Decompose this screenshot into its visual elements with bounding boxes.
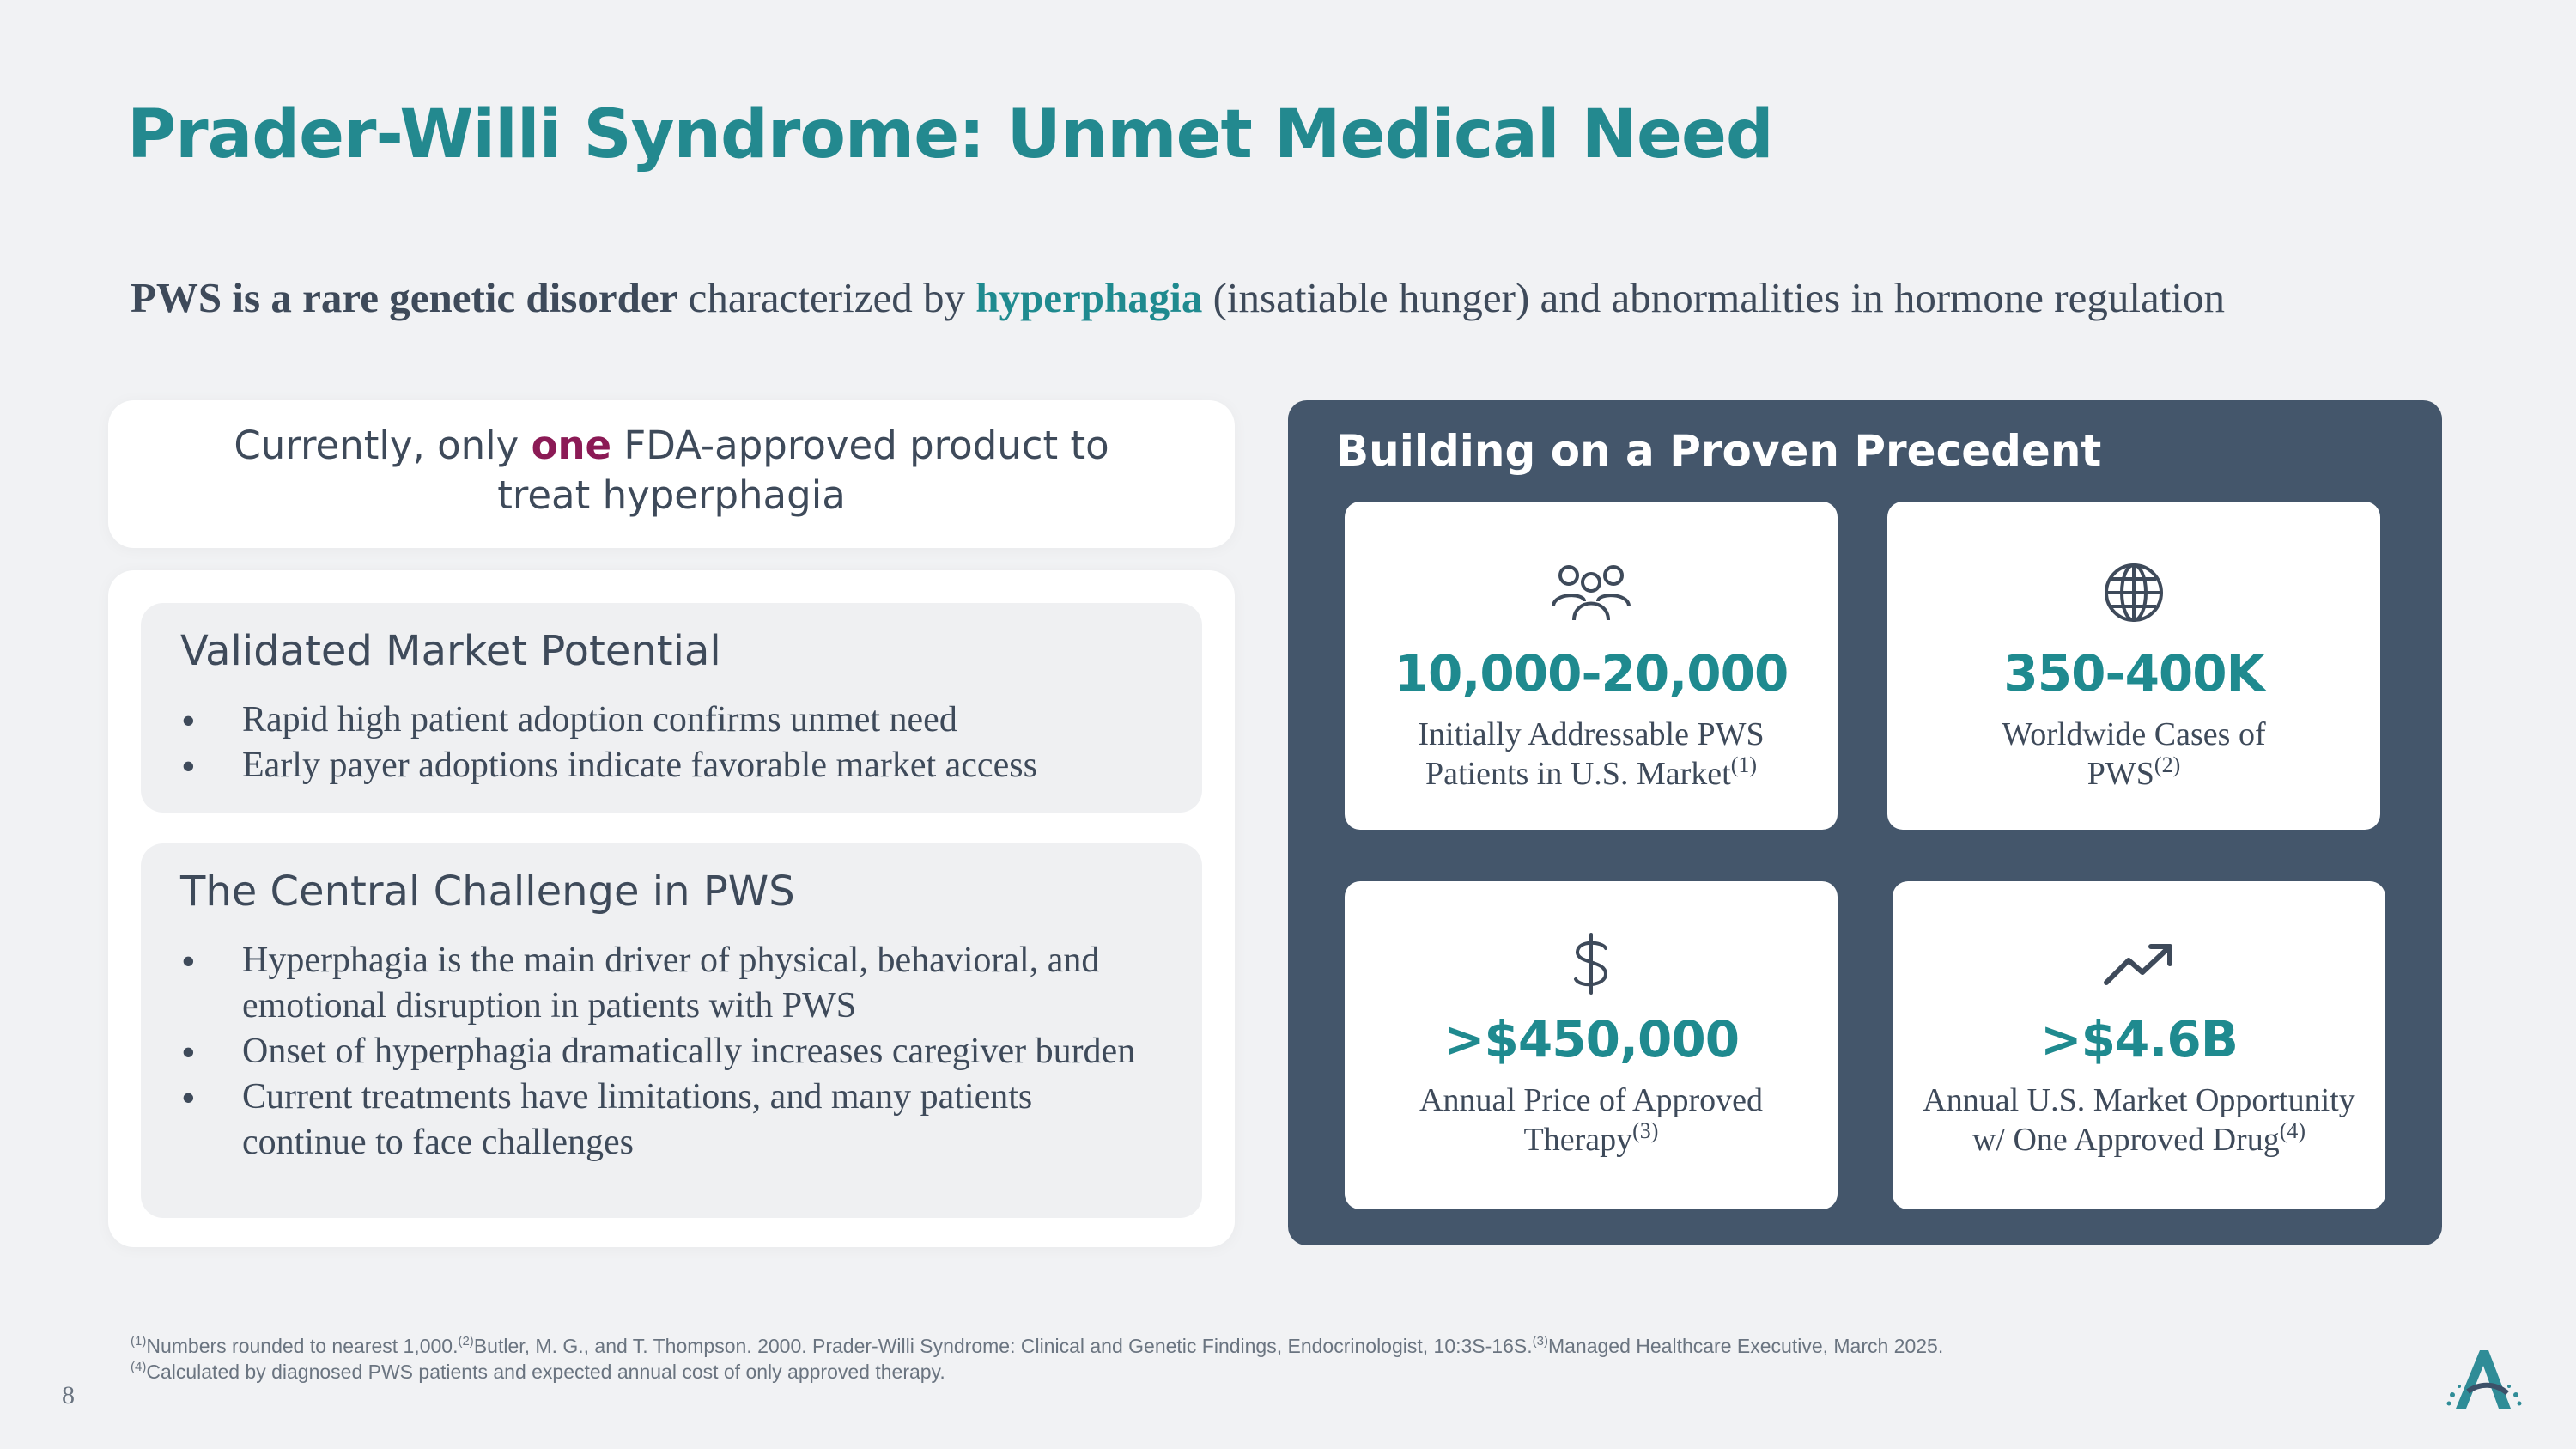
stat-value: >$450,000 [1443,1010,1740,1068]
stat-label: Annual U.S. Market Opportunity w/ One App… [1923,1082,2355,1158]
precedent-title: Building on a Proven Precedent [1336,426,2102,476]
fda-emphasis: one [531,423,612,468]
central-challenge-box: The Central Challenge in PWS Hyperphagia… [141,843,1202,1218]
stat-label: Annual Price of Approved Therapy(3) [1419,1082,1763,1158]
subtitle-lead: PWS is a rare genetic disorder [131,274,678,321]
stat-card-market-opportunity: >$4.6B Annual U.S. Market Opportunity w/ … [1893,881,2385,1209]
page-title: Prader-Willi Syndrome: Unmet Medical Nee… [127,96,1774,174]
stat-label: Worldwide Cases of PWS(2) [2002,716,2266,792]
subtitle-highlight: hyperphagia [975,274,1203,321]
trend-up-icon [2104,944,2172,985]
market-overview-card: Validated Market Potential Rapid high pa… [108,570,1235,1247]
stat-card-worldwide-cases: 350-400K Worldwide Cases of PWS(2) [1887,502,2380,830]
stat-card-annual-price: >$450,000 Annual Price of Approved Therap… [1345,881,1838,1209]
footnotes: (1)Numbers rounded to nearest 1,000.(2)B… [131,1334,1944,1383]
proven-precedent-panel: Building on a Proven Precedent 10,000-20… [1288,400,2442,1245]
fda-approval-card: Currently, only one FDA-approved product… [108,400,1235,548]
fda-line2: treat hyperphagia [497,472,846,518]
stat-card-addressable-patients: 10,000-20,000 Initially Addressable PWS P… [1345,502,1838,830]
central-challenge-list: Hyperphagia is the main driver of physic… [180,938,1142,1166]
list-item: Early payer adoptions indicate favorable… [180,743,1168,788]
stat-value: 350-400K [2003,644,2264,703]
page-number: 8 [62,1381,75,1409]
stat-value: 10,000-20,000 [1394,644,1789,703]
market-potential-box: Validated Market Potential Rapid high pa… [141,603,1202,813]
list-item: Hyperphagia is the main driver of physic… [180,938,1142,1029]
central-challenge-title: The Central Challenge in PWS [180,868,795,916]
stat-label: Initially Addressable PWS Patients in U.S… [1418,716,1765,792]
subtitle-mid: characterized by [677,274,976,321]
list-item: Rapid high patient adoption confirms unm… [180,697,1168,743]
dollar-icon [1574,933,1608,995]
list-item: Onset of hyperphagia dramatically increa… [180,1029,1142,1075]
market-potential-list: Rapid high patient adoption confirms unm… [180,697,1168,788]
fda-post: FDA-approved product to [611,423,1109,468]
subtitle-tail: (insatiable hunger) and abnormalities in… [1202,274,2225,321]
fda-approval-text: Currently, only one FDA-approved product… [108,421,1235,521]
stat-value: >$4.6B [2040,1010,2239,1068]
list-item: Current treatments have limitations, and… [180,1075,1142,1166]
company-logo-icon [2446,1350,2522,1409]
fda-pre: Currently, only [234,423,532,468]
globe-icon [2105,563,2163,622]
subtitle: PWS is a rare genetic disorder character… [131,273,2225,322]
people-icon [1552,565,1631,621]
market-potential-title: Validated Market Potential [180,627,721,675]
